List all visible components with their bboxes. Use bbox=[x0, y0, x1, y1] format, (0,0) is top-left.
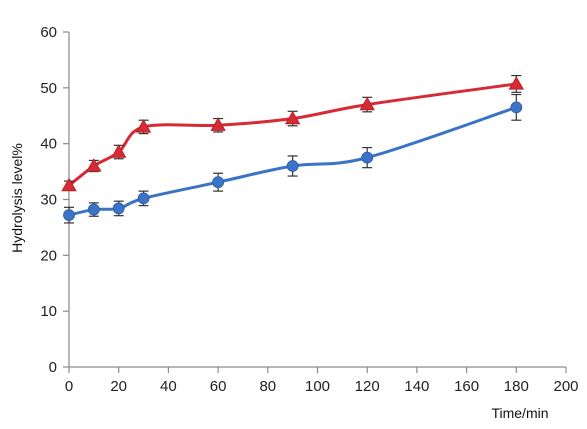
y-tick-label: 60 bbox=[40, 24, 57, 41]
x-tick-label: 160 bbox=[454, 378, 479, 395]
data-point-triangle bbox=[86, 158, 102, 172]
y-tick-label: 50 bbox=[40, 80, 57, 97]
x-tick-label: 60 bbox=[210, 378, 227, 395]
x-tick-label: 120 bbox=[355, 378, 380, 395]
x-tick-label: 20 bbox=[110, 378, 127, 395]
data-point-circle bbox=[112, 202, 125, 215]
x-tick-label: 100 bbox=[305, 378, 330, 395]
x-tick-label: 200 bbox=[553, 378, 578, 395]
x-tick-label: 0 bbox=[65, 378, 73, 395]
series-line bbox=[68, 82, 517, 187]
data-point-circle bbox=[87, 203, 100, 216]
y-tick-group: 0 10 20 30 40 50 60 bbox=[40, 24, 69, 376]
series-2 bbox=[63, 93, 523, 224]
data-point-triangle bbox=[210, 117, 226, 131]
x-tick-label: 140 bbox=[404, 378, 429, 395]
x-tick-label: 80 bbox=[259, 378, 276, 395]
y-tick-label: 20 bbox=[40, 247, 57, 264]
series-layer bbox=[61, 74, 524, 224]
data-point-triangle bbox=[284, 110, 301, 125]
data-point-triangle bbox=[359, 96, 375, 111]
y-tick-label: 40 bbox=[40, 136, 57, 153]
x-axis-label: Time/min bbox=[491, 405, 548, 421]
data-point-triangle bbox=[508, 76, 524, 90]
data-point-circle bbox=[361, 151, 374, 164]
data-point-triangle bbox=[111, 144, 127, 158]
y-tick-label: 30 bbox=[40, 192, 57, 209]
y-tick-label: 10 bbox=[40, 303, 57, 320]
data-point-circle bbox=[137, 192, 150, 205]
y-tick-label: 0 bbox=[49, 359, 57, 376]
x-tick-label: 40 bbox=[160, 378, 177, 395]
data-point-triangle bbox=[61, 177, 77, 192]
data-point-circle bbox=[63, 209, 75, 222]
data-point-circle bbox=[510, 101, 523, 114]
series-1 bbox=[61, 74, 524, 192]
data-point-circle bbox=[212, 176, 225, 189]
data-point-triangle bbox=[135, 119, 152, 133]
series-line bbox=[68, 105, 517, 217]
x-tick-group: 0 20 40 60 80 100 120 140 160 180 200 bbox=[65, 367, 579, 395]
y-axis-label: Hydrolysis level% bbox=[9, 143, 25, 253]
x-tick-label: 180 bbox=[504, 378, 529, 395]
data-point-circle bbox=[286, 160, 299, 172]
